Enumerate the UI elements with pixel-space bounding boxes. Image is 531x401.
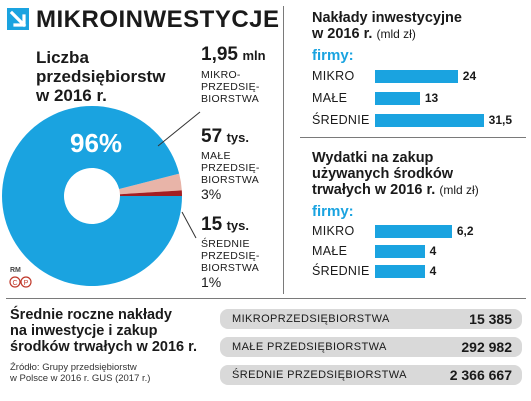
used-assets-bar [375, 225, 452, 238]
used-assets-title: Wydatki na zakup używanych środków trwał… [312, 150, 479, 198]
micro-label-line: PRZEDSIĘ- [201, 81, 260, 93]
micro-count: 1,95 mln MIKRO- PRZEDSIĘ- BIORSTWA [201, 44, 266, 105]
used-assets-value-label: 4 [429, 264, 437, 278]
micro-count-value: 1,95 [201, 44, 238, 65]
investments-bar [375, 92, 420, 105]
pie-slice-medium [119, 190, 182, 196]
small-count-unit: tys. [226, 130, 249, 145]
used-assets-bar [375, 265, 425, 278]
investments-value-label: 24 [462, 69, 477, 83]
used-assets-title-line: Wydatki na zakup [312, 150, 434, 166]
source-note: Źródło: Grupy przedsiębiorstw w Polsce w… [10, 362, 150, 384]
investments-value-label: 13 [424, 91, 439, 105]
used-assets-value-label: 4 [429, 244, 437, 258]
medium-label-line: ŚREDNIE [201, 238, 250, 250]
arrow-icon [7, 8, 29, 30]
investments-category-label: ŚREDNIE [312, 113, 370, 127]
row-value: 2 366 667 [449, 367, 512, 383]
used-assets-title-line: trwałych w 2016 r. [312, 182, 436, 198]
leader-line-small [157, 111, 201, 147]
row-label: MAŁE PRZEDSIĘBIORSTWA [232, 341, 387, 353]
small-count-value: 57 [201, 126, 223, 147]
row-value: 292 982 [461, 339, 512, 355]
medium-count-unit: tys. [226, 218, 249, 233]
averages-title-line: na inwestycje i zakup [10, 323, 158, 339]
medium-label-line: PRZEDSIĘ- [201, 250, 260, 262]
used-assets-unit: (mld zł) [439, 183, 479, 197]
micro-label-line: BIORSTWA [201, 93, 260, 105]
section-divider [300, 137, 526, 138]
micro-count-unit: mln [242, 48, 266, 63]
used-assets-category-label: MIKRO [312, 224, 355, 238]
pie-center-label: 96% [70, 128, 123, 158]
pie-heading-line: w 2016 r. [36, 86, 107, 105]
pie-heading: Liczba przedsiębiorstw w 2016 r. [36, 48, 165, 105]
svg-text:P: P [24, 280, 29, 287]
small-label-line: MAŁE [201, 150, 231, 162]
used-assets-firmy: firmy: [312, 203, 354, 220]
small-label-line: PRZEDSIĘ- [201, 162, 260, 174]
investments-firmy: firmy: [312, 47, 354, 64]
small-pct: 3% [201, 186, 222, 202]
table-row: MAŁE PRZEDSIĘBIORSTWA 292 982 [220, 337, 522, 357]
used-assets-category-label: ŚREDNIE [312, 264, 370, 278]
row-label: MIKROPRZEDSIĘBIORSTWA [232, 313, 390, 325]
used-assets-title-line: używanych środków [312, 166, 454, 182]
medium-label-line: BIORSTWA [201, 262, 260, 274]
medium-count-value: 15 [201, 214, 223, 235]
investments-category-label: MAŁE [312, 91, 348, 105]
micro-label-line: MIKRO- [201, 69, 241, 81]
averages-title-line: Średnie roczne nakłady [10, 307, 172, 323]
row-value: 15 385 [469, 311, 512, 327]
copyright-icon: C P [9, 275, 33, 293]
pie-slice-small [119, 173, 182, 195]
investments-category-label: MIKRO [312, 69, 355, 83]
table-row: ŚREDNIE PRZEDSIĘBIORSTWA 2 366 667 [220, 365, 522, 385]
investments-unit: (mld zł) [376, 27, 416, 41]
averages-title: Średnie roczne nakłady na inwestycje i z… [10, 307, 197, 355]
page-title: MIKROINWESTYCJE [36, 6, 280, 33]
investments-title-line: Nakłady inwestycyjne [312, 10, 462, 26]
source-line: Źródło: Grupy przedsiębiorstw [10, 362, 137, 373]
small-count: 57 tys. MAŁE PRZEDSIĘ- BIORSTWA 3% [201, 126, 260, 202]
averages-title-line: środków trwałych w 2016 r. [10, 339, 197, 355]
svg-text:C: C [12, 280, 17, 287]
pie-heading-line: Liczba [36, 48, 89, 67]
investments-value-label: 31,5 [488, 113, 513, 127]
used-assets-category-label: MAŁE [312, 244, 348, 258]
investments-bar [375, 114, 484, 127]
pie-heading-line: przedsiębiorstw [36, 67, 166, 86]
bottom-divider [6, 298, 526, 299]
leader-line-medium [181, 211, 197, 239]
used-assets-bar [375, 245, 425, 258]
row-label: ŚREDNIE PRZEDSIĘBIORSTWA [232, 369, 407, 381]
table-row: MIKROPRZEDSIĘBIORSTWA 15 385 [220, 309, 522, 329]
investments-bar [375, 70, 458, 83]
used-assets-value-label: 6,2 [456, 224, 474, 238]
pie-slice-micro [2, 106, 183, 286]
small-label-line: BIORSTWA [201, 174, 260, 186]
source-line: w Polsce w 2016 r. GUS (2017 r.) [10, 373, 151, 384]
investments-title-line: w 2016 r. [312, 26, 373, 42]
medium-pct: 1% [201, 274, 222, 290]
medium-count: 15 tys. ŚREDNIE PRZEDSIĘ- BIORSTWA 1% [201, 214, 260, 290]
investments-title: Nakłady inwestycyjne w 2016 r. (mld zł) [312, 10, 462, 42]
column-divider [283, 6, 284, 294]
rm-logo: RM [10, 267, 21, 274]
